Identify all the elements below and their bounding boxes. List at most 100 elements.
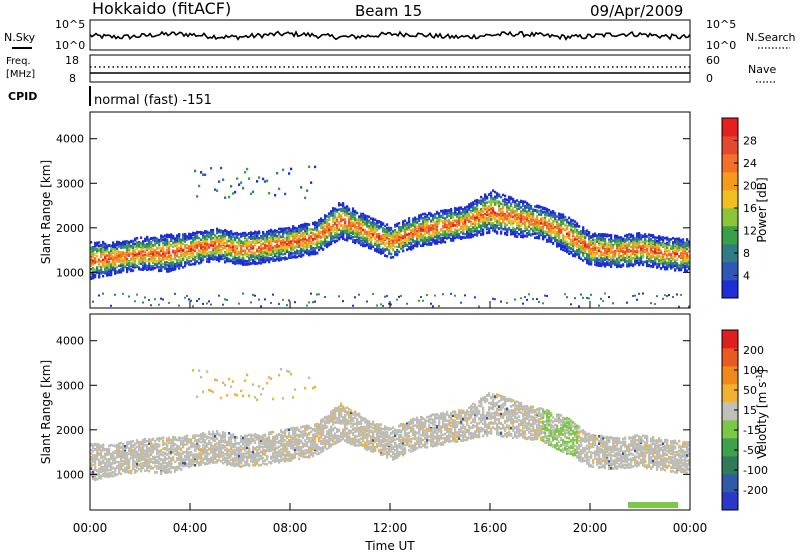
power-cell [282, 168, 285, 172]
power-cell [308, 252, 311, 255]
power-cell [244, 244, 247, 248]
power-cell [350, 237, 353, 240]
power-cell [144, 253, 147, 257]
power-cell [282, 243, 285, 246]
power-cell [298, 225, 301, 229]
power-cell [196, 232, 199, 235]
power-cell [126, 268, 129, 272]
power-cell [304, 223, 307, 226]
power-cell [306, 252, 309, 255]
power-cell [250, 234, 253, 237]
power-cell [340, 232, 343, 235]
power-cell [106, 265, 109, 268]
power-cell [304, 251, 307, 254]
power-cell [106, 269, 109, 273]
power-cell [124, 266, 127, 269]
power-cell [160, 246, 163, 250]
power-cell [284, 249, 287, 253]
power-cell [428, 224, 431, 228]
power-cell [378, 221, 381, 224]
power-cell [414, 232, 417, 236]
power-cell [500, 195, 503, 199]
power-cell [280, 246, 283, 249]
power-cell [418, 242, 421, 245]
power-cell [456, 214, 459, 218]
power-cell [158, 247, 161, 250]
power-cell [264, 251, 267, 254]
power-cell [502, 193, 505, 197]
power-cell [274, 258, 277, 262]
power-cell [258, 230, 261, 233]
power-cell [192, 232, 195, 236]
power-cell [358, 215, 361, 218]
power-cell [470, 224, 473, 228]
power-cell [226, 239, 229, 243]
power-cell [254, 251, 257, 255]
power-cell [388, 302, 390, 305]
power-cell [440, 233, 443, 236]
power-cell [230, 245, 233, 249]
power-cell [518, 217, 521, 220]
power-cell [300, 247, 303, 251]
power-cell [284, 248, 287, 251]
power-cell [172, 258, 175, 261]
power-cell [410, 223, 413, 227]
power-cell [520, 220, 523, 224]
power-cell [482, 197, 485, 201]
power-cell [448, 209, 451, 212]
power-cell [334, 227, 337, 230]
power-cell [496, 201, 499, 205]
power-cell [402, 240, 405, 244]
power-cell [166, 251, 169, 255]
power-cell [210, 167, 213, 170]
power-cell [196, 254, 199, 258]
power-cell [242, 255, 245, 258]
power-cell [450, 229, 453, 233]
power-cell [468, 212, 471, 216]
power-cell [120, 242, 123, 246]
power-cell [152, 244, 155, 247]
power-cell [480, 201, 483, 204]
power-cell [102, 249, 105, 253]
power-cell [454, 207, 457, 210]
power-cell [92, 252, 95, 255]
power-cell [518, 221, 521, 225]
power-cell [238, 254, 241, 257]
power-cell [122, 264, 125, 267]
power-cell [206, 248, 209, 251]
power-cell [168, 240, 171, 244]
power-cell [298, 250, 301, 253]
power-cell [310, 245, 313, 248]
power-cell [236, 247, 239, 250]
power-cell [456, 234, 459, 237]
power-cell [332, 235, 335, 239]
power-cell [426, 236, 429, 240]
power-cell [308, 245, 311, 248]
power-cell [252, 260, 255, 263]
power-cell [508, 228, 511, 231]
power-cell [108, 264, 111, 267]
power-cell [348, 212, 351, 216]
power-cell [112, 261, 115, 264]
power-cell [358, 236, 361, 240]
power-cell [90, 255, 93, 259]
power-cell [386, 229, 389, 232]
power-cell [512, 228, 515, 231]
power-cell [414, 217, 417, 221]
power-cell [104, 244, 107, 247]
power-cell [90, 267, 93, 271]
power-cell [478, 218, 481, 222]
power-cell [220, 257, 223, 260]
power-cell [162, 235, 165, 238]
power-cell [278, 252, 281, 255]
power-cell [394, 231, 397, 234]
power-cell [262, 235, 265, 239]
power-cell [456, 228, 459, 232]
power-cell [176, 244, 179, 247]
power-cell [278, 233, 281, 236]
power-cell [360, 216, 363, 220]
power-cell [118, 264, 121, 268]
power-cell [280, 230, 283, 233]
power-cell [484, 208, 487, 211]
power-cell [248, 262, 251, 266]
